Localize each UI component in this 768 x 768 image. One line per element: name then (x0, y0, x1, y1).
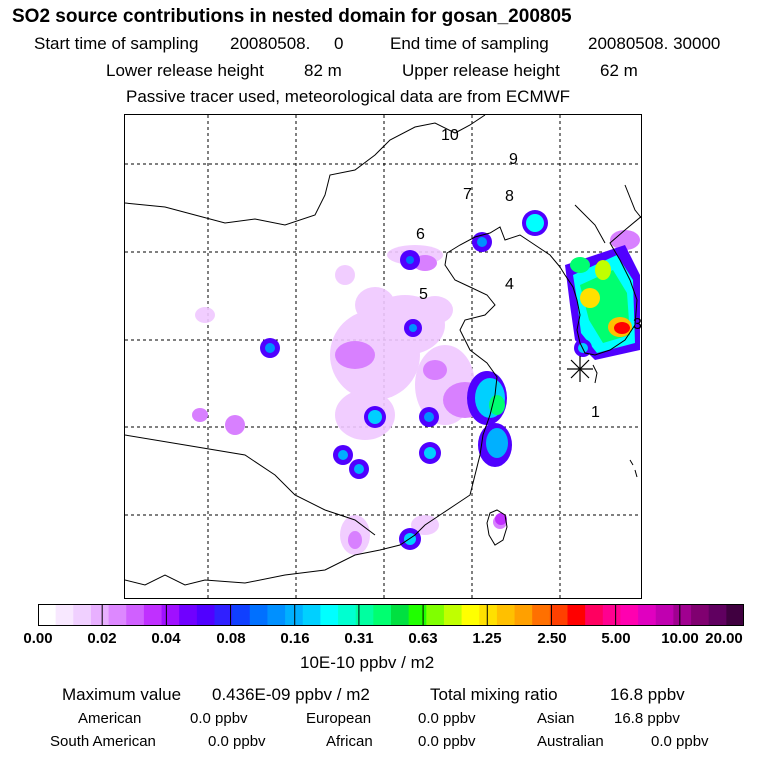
map-panel: 1 3 4 5 6 7 8 9 10 (124, 114, 642, 599)
region-label-4: 4 (505, 276, 514, 293)
contrib-african-value: 0.0 ppbv (418, 733, 476, 750)
contrib-australian-value: 0.0 ppbv (651, 733, 709, 750)
colorbar-swatch (655, 604, 674, 626)
colorbar-swatch (55, 604, 74, 626)
colorbar-swatch (232, 604, 251, 626)
colorbar-swatch (549, 604, 568, 626)
colorbar-swatch (179, 604, 198, 626)
contrib-european-label: European (306, 710, 372, 727)
colorbar-swatch (514, 604, 533, 626)
max-value-label: Maximum value (62, 685, 182, 704)
end-time-label: End time of sampling (390, 34, 549, 53)
colorbar-swatch (461, 604, 480, 626)
colorbar-swatches (38, 604, 744, 626)
colorbar-swatch (267, 604, 286, 626)
region-label-10: 10 (441, 127, 459, 144)
colorbar-swatch (126, 604, 145, 626)
colorbar-swatch (320, 604, 339, 626)
region-label-6: 6 (416, 226, 425, 243)
colorbar-swatch (708, 604, 727, 626)
colorbar-swatch (285, 604, 304, 626)
page-title: SO2 source contributions in nested domai… (12, 6, 572, 27)
contrib-european-value: 0.0 ppbv (418, 710, 476, 727)
contrib-asian-label: Asian (537, 710, 575, 727)
colorbar-tick-7: 1.25 (472, 630, 502, 647)
colorbar-tick-8: 2.50 (537, 630, 567, 647)
colorbar-tick-0: 0.00 (23, 630, 53, 647)
lower-release-label: Lower release height (106, 61, 264, 80)
contrib-south-american-label: South American (50, 733, 156, 750)
colorbar-swatch (602, 604, 621, 626)
colorbar-swatch (567, 604, 586, 626)
colorbar-swatch (373, 604, 392, 626)
colorbar-swatch (338, 604, 357, 626)
colorbar-tick-5: 0.31 (344, 630, 374, 647)
colorbar-swatch (249, 604, 268, 626)
colorbar-swatch (108, 604, 127, 626)
colorbar-swatch (479, 604, 498, 626)
colorbar-swatch (391, 604, 410, 626)
colorbar-tick-9: 5.00 (601, 630, 631, 647)
colorbar-swatch (426, 604, 445, 626)
colorbar-swatch (691, 604, 710, 626)
colorbar-swatch (302, 604, 321, 626)
colorbar-swatch (196, 604, 215, 626)
max-value: 0.436E-09 ppbv / m2 (212, 685, 370, 704)
contrib-australian-label: Australian (537, 733, 604, 750)
colorbar (38, 604, 744, 626)
colorbar-tick-4: 0.16 (280, 630, 310, 647)
colorbar-tick-10: 10.00 (661, 630, 699, 647)
colorbar-swatch (620, 604, 639, 626)
colorbar-tick-3: 0.08 (216, 630, 246, 647)
colorbar-frame (38, 604, 744, 626)
colorbar-swatch (355, 604, 374, 626)
start-time-label: Start time of sampling (34, 34, 199, 53)
colorbar-swatch (38, 604, 57, 626)
map-canvas (125, 115, 641, 598)
upper-release-value: 62 m (600, 61, 638, 80)
region-label-8: 8 (505, 188, 514, 205)
colorbar-unit: 10E-10 ppbv / m2 (300, 653, 435, 672)
map-grid (125, 115, 641, 598)
coastlines (125, 115, 641, 586)
receptor-marker (567, 356, 593, 382)
region-label-9: 9 (509, 151, 518, 168)
colorbar-tick-11: 20.00 (705, 630, 743, 647)
colorbar-swatch (726, 604, 744, 626)
contrib-african-label: African (326, 733, 373, 750)
colorbar-swatch (161, 604, 180, 626)
method-note: Passive tracer used, meteorological data… (126, 87, 571, 106)
region-label-7: 7 (463, 186, 472, 203)
contrib-south-american-value: 0.0 ppbv (208, 733, 266, 750)
total-mixing-value: 16.8 ppbv (610, 685, 685, 704)
total-mixing-label: Total mixing ratio (430, 685, 558, 704)
colorbar-swatch (214, 604, 233, 626)
start-time-value: 20080508. 0 (230, 34, 344, 53)
colorbar-tick-6: 0.63 (408, 630, 438, 647)
end-time-value: 20080508. 30000 (588, 34, 721, 53)
colorbar-swatch (496, 604, 516, 626)
colorbar-tick-2: 0.04 (151, 630, 181, 647)
region-label-3: 3 (633, 316, 642, 333)
contrib-asian-value: 16.8 ppbv (614, 710, 680, 727)
lower-release-value: 82 m (304, 61, 342, 80)
colorbar-swatch (673, 604, 692, 626)
contrib-american-value: 0.0 ppbv (190, 710, 248, 727)
colorbar-swatch (73, 604, 92, 626)
colorbar-swatch (143, 604, 163, 626)
colorbar-swatch (585, 604, 604, 626)
colorbar-swatch (638, 604, 657, 626)
upper-release-label: Upper release height (402, 61, 560, 80)
colorbar-swatch (408, 604, 427, 626)
colorbar-swatch (90, 604, 110, 626)
concentration-field (192, 210, 640, 555)
region-label-5: 5 (419, 286, 428, 303)
region-label-1: 1 (591, 404, 600, 421)
colorbar-swatch (443, 604, 463, 626)
colorbar-tick-1: 0.02 (87, 630, 117, 647)
contrib-american-label: American (78, 710, 142, 727)
colorbar-swatch (532, 604, 551, 626)
